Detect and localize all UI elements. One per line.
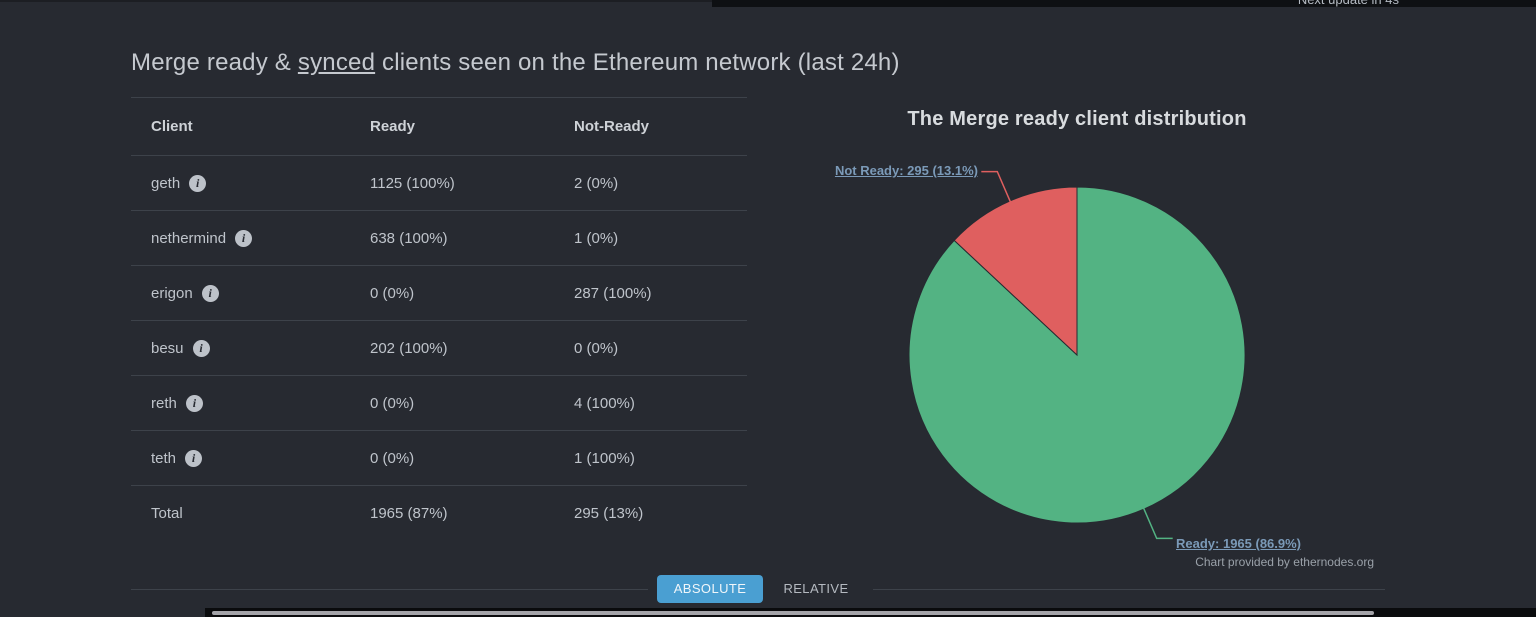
client-name: nethermind: [151, 229, 227, 247]
client-name: geth: [151, 174, 181, 192]
client-name: erigon: [151, 284, 193, 302]
absolute-toggle-button[interactable]: ABSOLUTE: [657, 575, 763, 603]
total-not-ready-value: 295 (13%): [574, 504, 644, 522]
table-row-erigon: erigon i 0 (0%) 287 (100%): [131, 265, 747, 320]
page-title: Merge ready & synced clients seen on the…: [131, 49, 900, 77]
scrollbar-thumb[interactable]: [212, 611, 1374, 615]
page-title-synced-term[interactable]: synced: [297, 49, 376, 76]
pie-label-ready[interactable]: Ready: 1965 (86.9%): [1176, 536, 1302, 551]
total-label: Total: [151, 504, 183, 522]
not-ready-value: 0 (0%): [574, 339, 619, 357]
client-name: teth: [151, 449, 177, 467]
not-ready-value: 2 (0%): [574, 174, 619, 192]
table-row-geth: geth i 1125 (100%) 2 (0%): [131, 155, 747, 210]
ready-value: 638 (100%): [370, 229, 448, 247]
top-edge-strip: Next update in 4s: [712, 0, 1536, 7]
ready-value: 1125 (100%): [370, 174, 455, 192]
client-table: Client Ready Not-Ready geth i 1125 (100%)…: [131, 97, 747, 540]
not-ready-value: 1 (0%): [574, 229, 619, 247]
pie-connector-not-ready: [981, 170, 1012, 204]
table-row-besu: besu i 202 (100%) 0 (0%): [131, 320, 747, 375]
info-icon[interactable]: i: [235, 229, 253, 247]
info-icon[interactable]: i: [189, 174, 207, 192]
controls-divider-right: [873, 589, 1385, 590]
info-icon[interactable]: i: [185, 394, 203, 412]
table-row-reth: reth i 0 (0%) 4 (100%): [131, 375, 747, 430]
chart-title: The Merge ready client distribution: [907, 108, 1247, 130]
chart-credits: Chart provided by ethernodes.org: [1195, 555, 1374, 569]
controls-divider-left: [131, 589, 648, 590]
ready-value: 0 (0%): [370, 449, 415, 467]
next-section-edge: [205, 608, 1536, 617]
page-title-post: clients seen on the Ethereum network (la…: [375, 49, 900, 76]
pie-connector-ready: [1142, 506, 1173, 540]
ready-value: 0 (0%): [370, 284, 415, 302]
info-icon[interactable]: i: [185, 449, 203, 467]
pie-chart: [908, 170, 1246, 540]
pie-label-not-ready[interactable]: Not Ready: 295 (13.1%): [834, 163, 978, 178]
info-icon[interactable]: i: [201, 284, 219, 302]
column-header-not-ready: Not-Ready: [574, 118, 650, 135]
table-row-total: Total 1965 (87%) 295 (13%): [131, 485, 747, 540]
next-update-countdown: Next update in 4s: [1298, 0, 1399, 7]
table-row-teth: teth i 0 (0%) 1 (100%): [131, 430, 747, 485]
page-title-pre: Merge ready &: [131, 49, 298, 76]
ready-value: 202 (100%): [370, 339, 448, 357]
not-ready-value: 1 (100%): [574, 449, 635, 467]
not-ready-value: 287 (100%): [574, 284, 652, 302]
table-header-row: Client Ready Not-Ready: [131, 97, 747, 155]
column-header-client: Client: [151, 118, 193, 135]
client-name: besu: [151, 339, 184, 357]
not-ready-value: 4 (100%): [574, 394, 635, 412]
info-icon[interactable]: i: [192, 339, 210, 357]
total-ready-value: 1965 (87%): [370, 504, 448, 522]
table-row-nethermind: nethermind i 638 (100%) 1 (0%): [131, 210, 747, 265]
relative-toggle-button[interactable]: RELATIVE: [770, 575, 862, 603]
column-header-ready: Ready: [370, 118, 416, 135]
ready-value: 0 (0%): [370, 394, 415, 412]
client-name: reth: [151, 394, 177, 412]
